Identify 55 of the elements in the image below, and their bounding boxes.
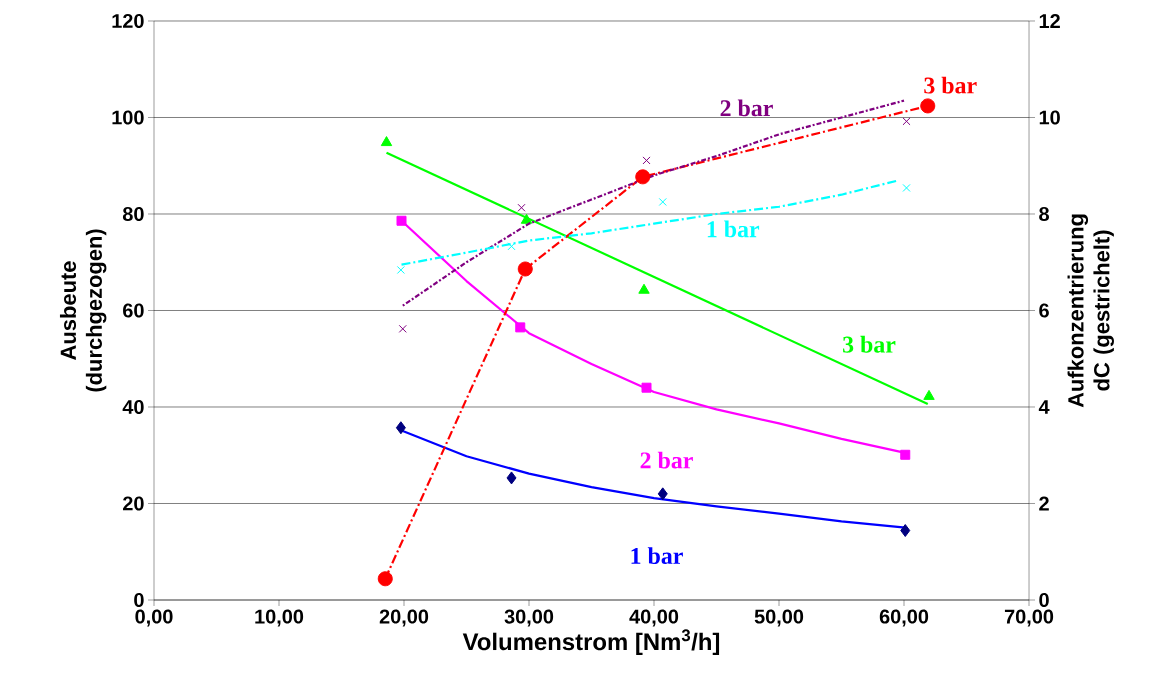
- x-tick-label: 0,00: [135, 609, 173, 627]
- series-label: 3 bar: [843, 335, 896, 353]
- y-tick-label: 0: [134, 592, 144, 608]
- point: [507, 242, 516, 251]
- y2-axis-title: Aufkonzentrierung dC (gestrichelt): [1067, 214, 1114, 408]
- point: [398, 324, 407, 333]
- point: [517, 261, 533, 277]
- point: [395, 421, 406, 435]
- x-axis-title: Volumenstrom [Nm$^{3}$/h]: [462, 629, 720, 656]
- y2-tick-label: 4: [1038, 400, 1050, 414]
- point: [506, 471, 517, 485]
- series-label: 1 bar: [631, 547, 683, 565]
- series-label: 2 bar: [640, 451, 693, 469]
- point: [517, 203, 526, 212]
- x-tick-label: 60,00: [879, 609, 929, 627]
- y-tick-label: 100: [112, 110, 144, 125]
- x-tick-label: 40,00: [629, 609, 679, 627]
- point: [902, 183, 911, 192]
- point: [902, 117, 911, 126]
- series-label: 1 bar: [707, 220, 760, 238]
- point: [658, 197, 667, 206]
- point: [642, 156, 651, 165]
- point: [900, 449, 911, 460]
- x-tick-label: 10,00: [255, 609, 304, 627]
- point: [900, 524, 911, 538]
- y-tick-label: 20: [123, 496, 144, 511]
- x-tick-label: 20,00: [379, 609, 429, 627]
- series-label: 3 bar: [924, 76, 977, 94]
- x-tick-label: 50,00: [754, 609, 804, 627]
- y-tick-label: 60: [123, 303, 144, 318]
- y2-tick-label: 6: [1039, 303, 1049, 318]
- y-axis-title: Ausbeute (durchgezogen): [59, 229, 107, 392]
- y2-tick-label: 2: [1039, 496, 1049, 511]
- y2-tick-label: 8: [1039, 206, 1049, 222]
- point: [377, 571, 393, 587]
- point: [396, 265, 405, 274]
- y-tick-label: 80: [122, 206, 144, 222]
- point: [641, 382, 652, 393]
- point: [515, 322, 526, 333]
- x-tick-label: 30,00: [504, 609, 554, 627]
- series-label: 2 bar: [720, 99, 773, 117]
- point: [635, 169, 651, 185]
- y2-tick-label: 12: [1039, 14, 1060, 28]
- point: [520, 213, 533, 224]
- y-tick-label: 40: [122, 399, 144, 415]
- x-tick-label: 70,00: [1004, 609, 1054, 627]
- y2-tick-label: 0: [1039, 592, 1049, 608]
- point: [657, 487, 668, 501]
- y2-tick-label: 10: [1039, 110, 1060, 125]
- point: [380, 136, 393, 147]
- point: [396, 215, 407, 226]
- y-tick-label: 120: [112, 13, 144, 29]
- point: [923, 389, 935, 400]
- point: [920, 98, 936, 114]
- point: [638, 283, 650, 294]
